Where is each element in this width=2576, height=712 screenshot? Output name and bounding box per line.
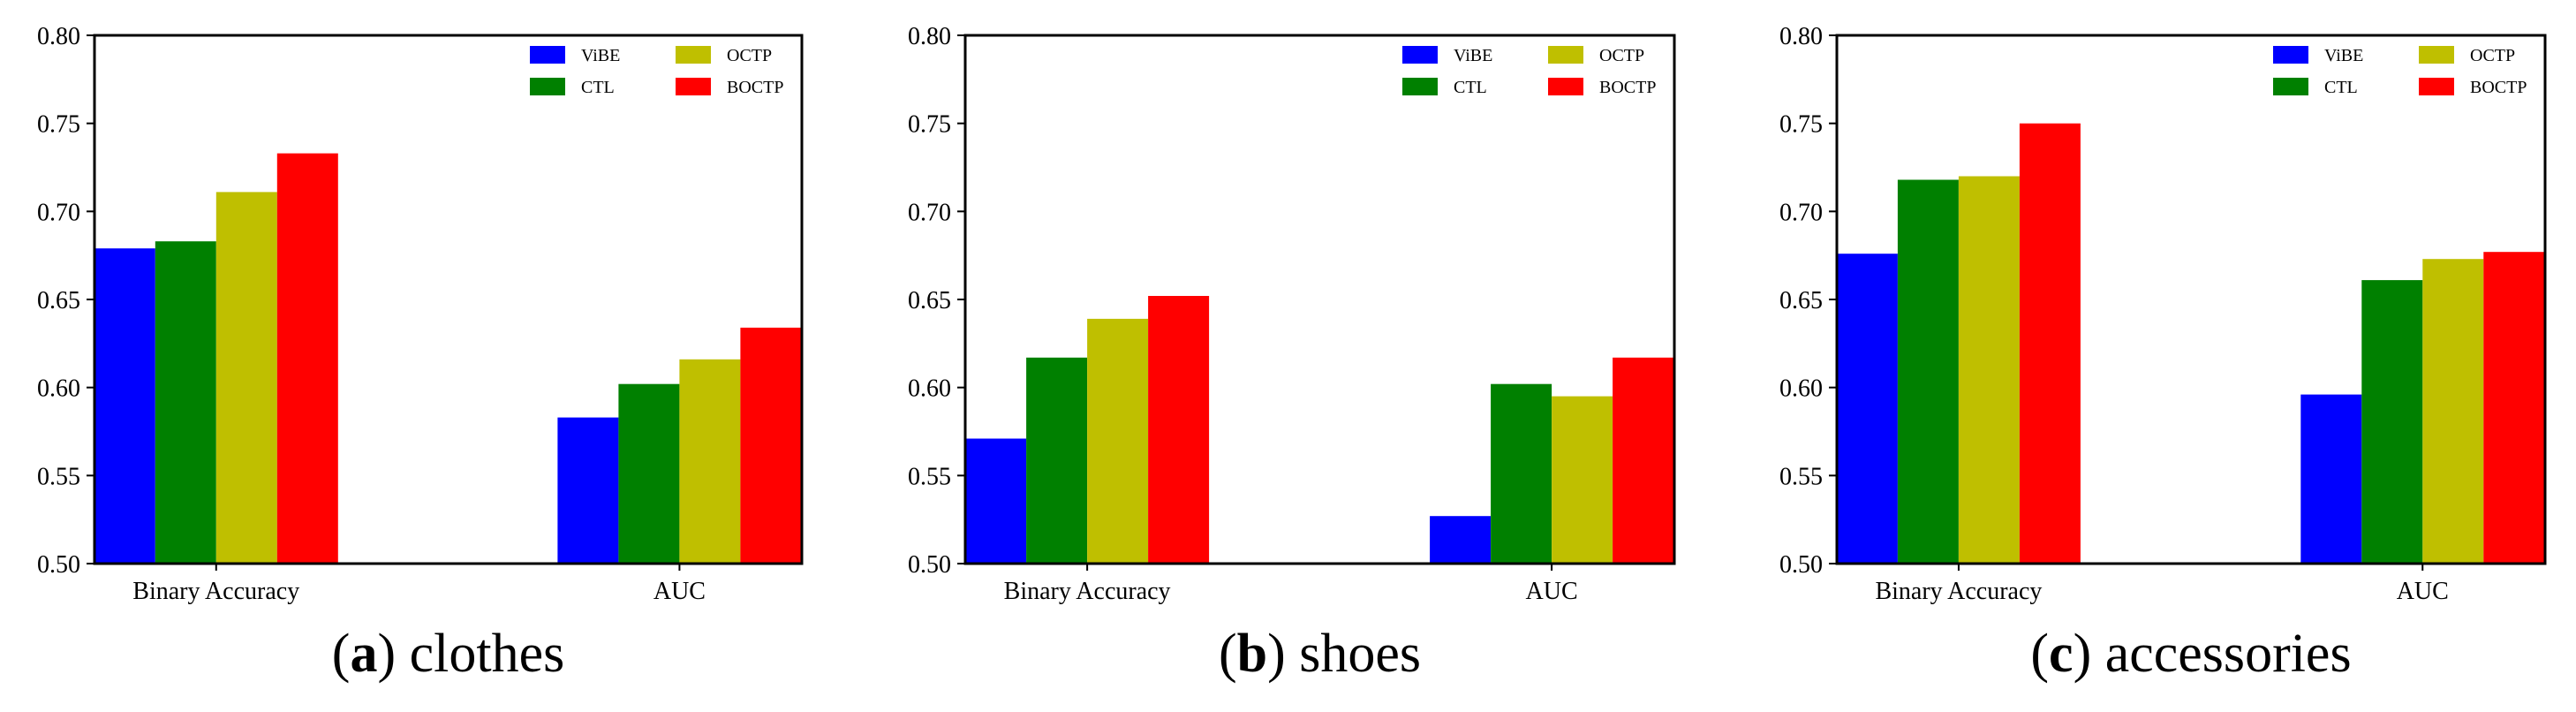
y-tick-label: 0.60 (1779, 375, 1823, 403)
x-tick-label: Binary Accuracy (1875, 578, 2042, 605)
legend-label-ctl: CTL (1454, 78, 1487, 97)
y-tick-label: 0.80 (1779, 23, 1823, 50)
bar-vibe-binary-accuracy (1836, 254, 1898, 564)
legend-label-octp: OCTP (2470, 46, 2515, 65)
bar-octp-binary-accuracy (215, 192, 277, 564)
bar-ctl-binary-accuracy (1026, 357, 1088, 564)
bar-ctl-auc (2361, 280, 2423, 564)
bar-octp-binary-accuracy (1958, 176, 2020, 564)
legend-label-vibe: ViBE (1454, 46, 1492, 65)
y-tick-label: 0.70 (37, 199, 80, 226)
x-tick-label: AUC (1526, 578, 1578, 605)
legend-swatch-vibe (2273, 46, 2308, 64)
bar-boctp-binary-accuracy (1148, 296, 1210, 564)
bar-vibe-binary-accuracy (94, 248, 155, 564)
legend-swatch-octp (1548, 46, 1583, 64)
legend-swatch-boctp (676, 78, 711, 95)
legend: ViBE CTL OCTP BOCTP (2273, 46, 2527, 97)
legend-swatch-boctp (2419, 78, 2454, 95)
legend-swatch-octp (676, 46, 711, 64)
y-tick-label: 0.75 (37, 111, 80, 139)
legend-swatch-ctl (2273, 78, 2308, 95)
legend: ViBE CTL OCTP BOCTP (1402, 46, 1656, 97)
bar-vibe-auc (1430, 516, 1492, 564)
bar-vibe-auc (2300, 394, 2362, 564)
caption-paren: ) (377, 624, 409, 684)
legend-swatch-ctl (530, 78, 565, 95)
bar-octp-binary-accuracy (1087, 318, 1149, 564)
x-tick-label: AUC (2397, 578, 2449, 605)
y-tick-label: 0.80 (908, 23, 951, 50)
bar-boctp-auc (740, 327, 802, 564)
legend-label-ctl: CTL (2324, 78, 2358, 97)
y-tick-label: 0.70 (1779, 199, 1823, 226)
y-tick-label: 0.65 (908, 287, 951, 314)
y-tick-label: 0.50 (908, 551, 951, 579)
caption-text: shoes (1299, 624, 1421, 684)
legend-label-boctp: BOCTP (1599, 78, 1656, 97)
y-tick-label: 0.55 (1779, 463, 1823, 490)
legend-label-boctp: BOCTP (2470, 78, 2527, 97)
caption-letter: a (350, 624, 377, 684)
bar-boctp-auc (2483, 252, 2545, 564)
bar-ctl-binary-accuracy (155, 241, 216, 564)
caption-paren: ( (1219, 624, 1237, 684)
bar-boctp-auc (1613, 357, 1674, 564)
bar-ctl-auc (618, 383, 680, 564)
y-tick-label: 0.60 (37, 375, 80, 403)
caption-text: accessories (2105, 624, 2352, 684)
legend-swatch-octp (2419, 46, 2454, 64)
y-tick-label: 0.65 (1779, 287, 1823, 314)
bar-vibe-binary-accuracy (965, 438, 1027, 564)
legend-label-ctl: CTL (581, 78, 615, 97)
legend-label-vibe: ViBE (2324, 46, 2363, 65)
bar-octp-auc (1552, 396, 1613, 564)
caption-paren: ) (1267, 624, 1299, 684)
chart-panel-clothes: Binary Accuracy AUC 0.50 0.55 0.60 0.65 0.70 0.… (37, 23, 804, 684)
panel-caption: (c) accessories (2030, 624, 2351, 684)
legend-label-octp: OCTP (727, 46, 772, 65)
legend-swatch-ctl (1402, 78, 1438, 95)
y-tick-label: 0.70 (908, 199, 951, 226)
caption-paren: ( (2030, 624, 2049, 684)
panel-caption: (a) clothes (332, 624, 564, 684)
x-tick-label: Binary Accuracy (1004, 578, 1171, 605)
bar-vibe-auc (557, 417, 619, 564)
bar-ctl-binary-accuracy (1897, 179, 1959, 564)
panel-caption: (b) shoes (1219, 624, 1421, 684)
legend-swatch-vibe (530, 46, 565, 64)
bar-boctp-binary-accuracy (2019, 123, 2081, 564)
caption-letter: c (2049, 624, 2074, 684)
bar-octp-auc (2422, 259, 2484, 564)
caption-text: clothes (410, 624, 565, 684)
legend-label-vibe: ViBE (581, 46, 620, 65)
y-tick-label: 0.55 (37, 463, 80, 490)
y-tick-label: 0.60 (908, 375, 951, 403)
chart-panel-shoes: Binary Accuracy AUC 0.50 0.55 0.60 0.65 0.70 0.… (908, 23, 1676, 684)
y-tick-label: 0.80 (37, 23, 80, 50)
chart-panel-accessories: Binary Accuracy AUC 0.50 0.55 0.60 0.65 0.70 0.… (1779, 23, 2547, 684)
x-tick-label: Binary Accuracy (132, 578, 299, 605)
bar-ctl-auc (1491, 383, 1552, 564)
bar-octp-auc (679, 359, 741, 564)
y-tick-label: 0.75 (908, 111, 951, 139)
y-tick-label: 0.50 (37, 551, 80, 579)
y-tick-label: 0.75 (1779, 111, 1823, 139)
y-tick-label: 0.55 (908, 463, 951, 490)
caption-letter: b (1237, 624, 1267, 684)
y-tick-label: 0.50 (1779, 551, 1823, 579)
bar-boctp-binary-accuracy (276, 153, 338, 564)
legend-swatch-boctp (1548, 78, 1583, 95)
x-tick-label: AUC (653, 578, 706, 605)
legend-label-boctp: BOCTP (727, 78, 783, 97)
legend-swatch-vibe (1402, 46, 1438, 64)
legend-label-octp: OCTP (1599, 46, 1644, 65)
legend: ViBE CTL OCTP BOCTP (530, 46, 783, 97)
caption-paren: ) (2074, 624, 2105, 684)
y-tick-label: 0.65 (37, 287, 80, 314)
caption-paren: ( (332, 624, 351, 684)
